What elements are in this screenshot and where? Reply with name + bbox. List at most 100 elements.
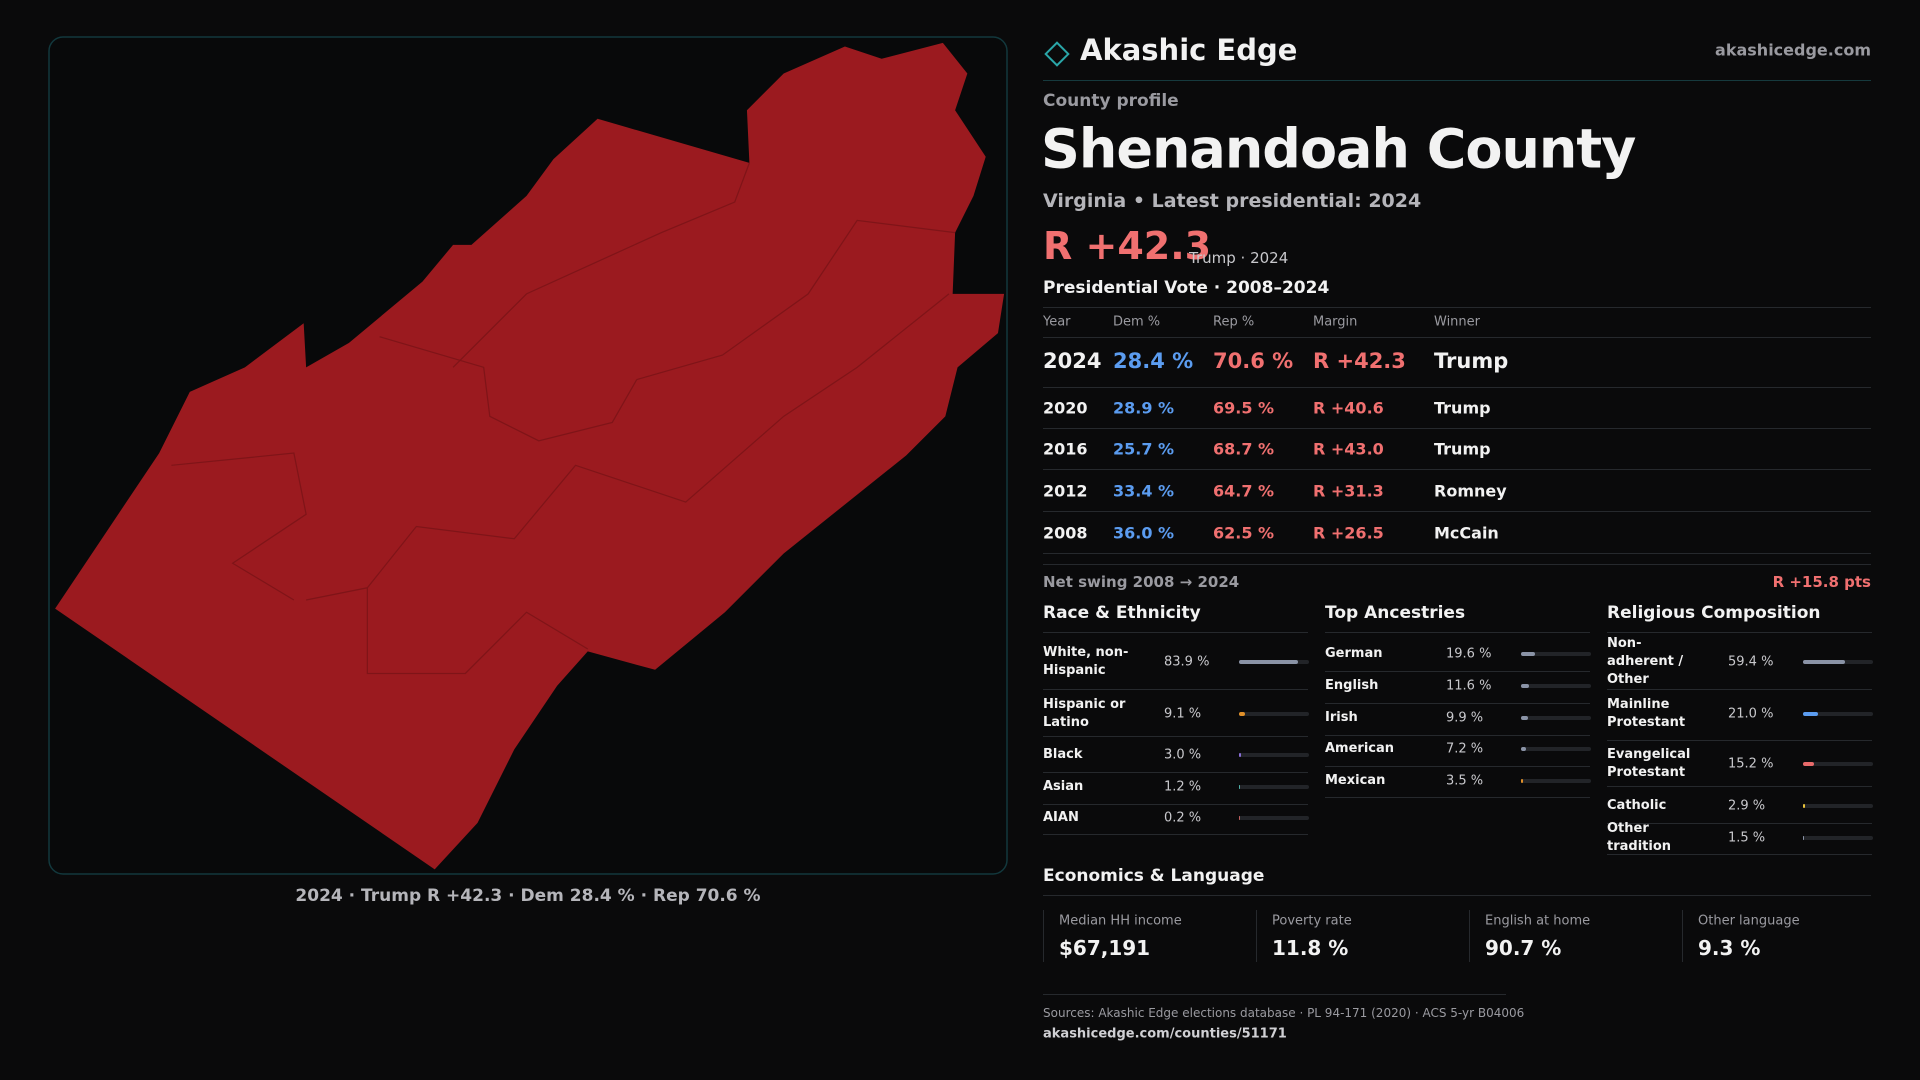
econ-value: 11.8 % [1272,936,1349,960]
bar-track [1239,712,1309,716]
row-rule [1043,803,1308,805]
table-cell: 62.5 % [1213,523,1275,543]
row-rule [1607,740,1872,741]
row-rule [1607,854,1872,855]
bar-track [1803,804,1873,808]
table-cell: R +40.6 [1313,398,1384,418]
table-cell: 2020 [1043,398,1088,418]
table-cell: 70.6 % [1213,349,1294,373]
econ-title: Economics & Language [1043,866,1265,886]
row-label: Mexican [1325,773,1386,788]
table-cell: 68.7 % [1213,439,1275,459]
rule [1043,994,1506,995]
row-rule [1043,689,1308,690]
sources: Sources: Akashic Edge elections database… [1043,1006,1525,1020]
row-rule [1325,797,1590,798]
table-cell: 2012 [1043,481,1088,501]
table-cell: 36.0 % [1113,523,1175,543]
row-label: Hispanic or Latino [1043,697,1126,730]
bar-track [1521,747,1591,751]
swing-label: Net swing 2008 → 2024 [1043,573,1240,591]
row-label: Asian [1043,779,1084,794]
bar [1521,779,1524,783]
row-value: 83.9 % [1164,654,1210,670]
econ-label: Other language [1698,913,1800,929]
table-cell: Trump [1434,398,1491,418]
section-title: Religious Composition [1607,603,1821,623]
rule [1043,895,1871,896]
column-header: Winner [1434,314,1481,330]
bar-track [1521,652,1591,656]
row-label: American [1325,741,1395,756]
row-rule [1043,735,1308,737]
bar [1803,660,1845,664]
row-rule [1043,772,1308,773]
section-title: Race & Ethnicity [1043,603,1201,623]
row-value: 3.5 % [1446,773,1484,789]
bar [1239,753,1242,757]
rule [1607,632,1872,633]
table-cell: 2008 [1043,523,1088,543]
row-value: 2.9 % [1728,798,1766,814]
row-label: Black [1043,747,1083,762]
econ-label: English at home [1485,913,1591,929]
map-caption: 2024 · Trump R +42.3 · Dem 28.4 % · Rep … [295,886,761,906]
precinct-lines [171,162,956,675]
headline-margin: R +42.3 [1043,224,1212,268]
row-rule [1043,511,1871,512]
county-title: Shenandoah County [1041,117,1636,181]
row-value: 9.9 % [1446,710,1484,726]
row-value: 7.2 % [1446,741,1484,757]
econ-divider [1469,910,1470,962]
swing-value: R +15.8 pts [1772,573,1871,591]
table-cell: R +31.3 [1313,481,1384,501]
row-label: Mainline Protestant [1607,697,1686,730]
table-cell: 28.4 % [1113,349,1194,373]
row-rule [1043,834,1308,835]
column-header: Margin [1313,314,1358,330]
bar-track [1239,753,1309,757]
row-value: 0.2 % [1164,810,1202,826]
econ-value: $67,191 [1059,936,1151,960]
bar [1239,785,1240,789]
site-link[interactable]: akashicedge.com [1715,40,1871,60]
bar [1803,836,1805,840]
econ-label: Poverty rate [1272,913,1352,929]
header-rule [1043,80,1871,81]
econ-value: 9.3 % [1698,936,1761,960]
econ-divider [1043,910,1044,962]
bar-track [1239,785,1309,789]
row-label: White, non-Hispanic [1043,645,1129,678]
row-rule [1043,387,1871,388]
row-rule [1043,469,1871,470]
table-cell: 69.5 % [1213,398,1275,418]
rule [1325,632,1590,633]
bar [1239,660,1298,664]
econ-divider [1682,910,1683,962]
bar-track [1521,684,1591,688]
column-header: Rep % [1213,314,1255,330]
table-cell: 64.7 % [1213,481,1275,501]
row-rule [1325,734,1590,736]
column-header: Year [1043,314,1071,330]
bar [1803,804,1806,808]
rule [1043,337,1871,338]
county-shape [55,42,1005,870]
row-label: Non-adherent / Other [1607,636,1684,687]
bar-track [1239,660,1309,664]
row-rule [1607,786,1872,787]
bar [1521,652,1535,656]
row-label: Irish [1325,710,1358,725]
bar [1803,712,1818,716]
bar-track [1803,762,1873,766]
bar [1521,716,1528,720]
econ-label: Median HH income [1059,913,1182,929]
row-label: Evangelical Protestant [1607,747,1691,780]
row-rule [1325,766,1590,767]
row-rule [1043,428,1871,429]
bar [1239,712,1246,716]
source-url[interactable]: akashicedge.com/counties/51171 [1043,1026,1287,1042]
row-rule [1325,671,1590,672]
